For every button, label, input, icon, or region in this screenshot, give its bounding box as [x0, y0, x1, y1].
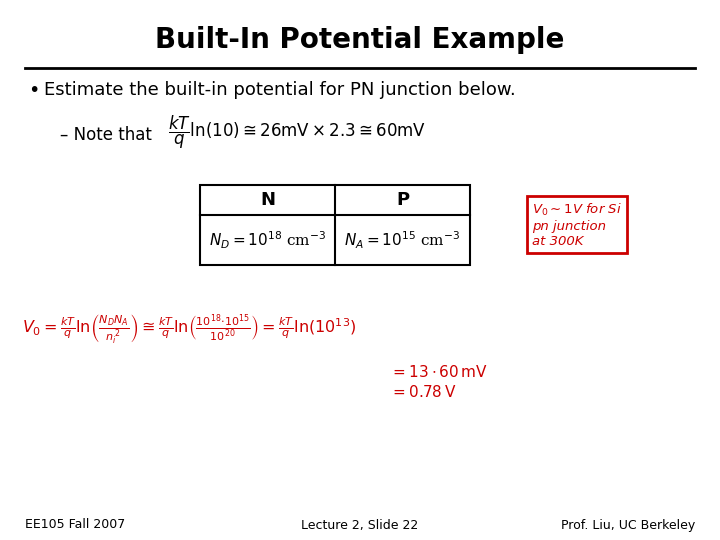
Text: $= 0.78\,\mathrm{V}$: $= 0.78\,\mathrm{V}$ — [390, 384, 456, 400]
Text: Lecture 2, Slide 22: Lecture 2, Slide 22 — [302, 518, 418, 531]
Text: EE105 Fall 2007: EE105 Fall 2007 — [25, 518, 125, 531]
Text: Prof. Liu, UC Berkeley: Prof. Liu, UC Berkeley — [561, 518, 695, 531]
Text: $V_0 = \frac{kT}{q}\ln\!\left(\frac{N_D N_A}{n_i^{\,2}}\right) \cong \frac{kT}{q: $V_0 = \frac{kT}{q}\ln\!\left(\frac{N_D … — [22, 313, 356, 347]
Text: $\mathit{N}_A = 10^{15}$ cm$^{-3}$: $\mathit{N}_A = 10^{15}$ cm$^{-3}$ — [344, 230, 461, 251]
Text: Estimate the built-in potential for PN junction below.: Estimate the built-in potential for PN j… — [44, 81, 516, 99]
Text: •: • — [28, 80, 40, 99]
Text: $\dfrac{kT}{q}\ln(10) \cong 26\mathrm{mV} \times 2.3 \cong 60\mathrm{mV}$: $\dfrac{kT}{q}\ln(10) \cong 26\mathrm{mV… — [168, 113, 426, 151]
Text: N: N — [260, 191, 275, 209]
Text: – Note that: – Note that — [60, 126, 152, 144]
Text: $\mathit{N}_D = 10^{18}$ cm$^{-3}$: $\mathit{N}_D = 10^{18}$ cm$^{-3}$ — [209, 230, 326, 251]
Text: $V_0 \sim 1V$ for Si
pn junction
at 300K: $V_0 \sim 1V$ for Si pn junction at 300K — [532, 202, 622, 248]
Text: $= 13 \cdot 60\,\mathrm{mV}$: $= 13 \cdot 60\,\mathrm{mV}$ — [390, 364, 488, 380]
Text: P: P — [396, 191, 409, 209]
Bar — [200, 185, 470, 265]
Text: Built-In Potential Example: Built-In Potential Example — [156, 26, 564, 54]
